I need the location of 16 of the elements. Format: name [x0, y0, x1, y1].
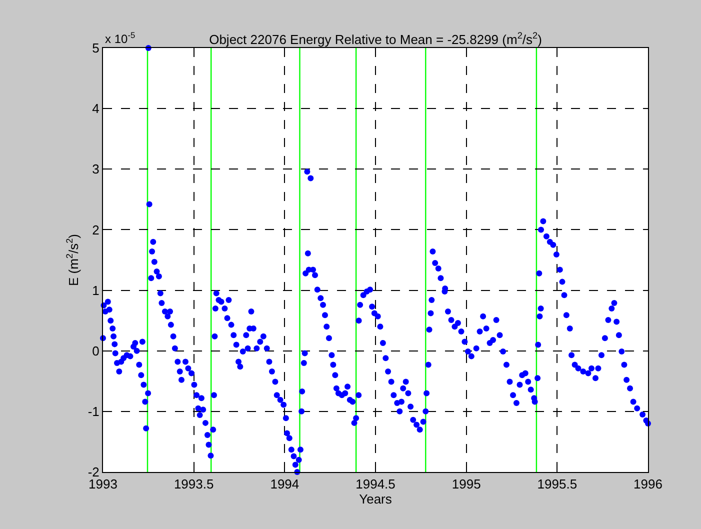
x-tick-label: 1994.5	[356, 476, 396, 492]
x-tick-label: 1995	[452, 476, 481, 492]
x-axis-title: Years	[359, 492, 392, 507]
y-tick-label: 3	[92, 162, 100, 177]
x-tick-label: 1993.5	[174, 476, 214, 492]
x-tick-label: 1994	[270, 476, 300, 492]
x-tick-label: 1995.5	[537, 476, 578, 492]
y-tick-label: 0	[92, 343, 100, 358]
x-tick-label: 1996	[634, 476, 662, 492]
y-tick-label: -1	[88, 404, 100, 419]
y-tick-label: 5	[92, 40, 100, 56]
text: x 10$^{-5}$	[105, 30, 136, 46]
y-tick-label: 2	[92, 222, 100, 238]
y-tick-label: 1	[92, 282, 100, 298]
chart-title: Object 22076 Energy Relative to Mean = -25.8299 (m$^{2}$/s$^{2}$)	[209, 30, 542, 47]
y-tick-label: 4	[92, 101, 100, 116]
